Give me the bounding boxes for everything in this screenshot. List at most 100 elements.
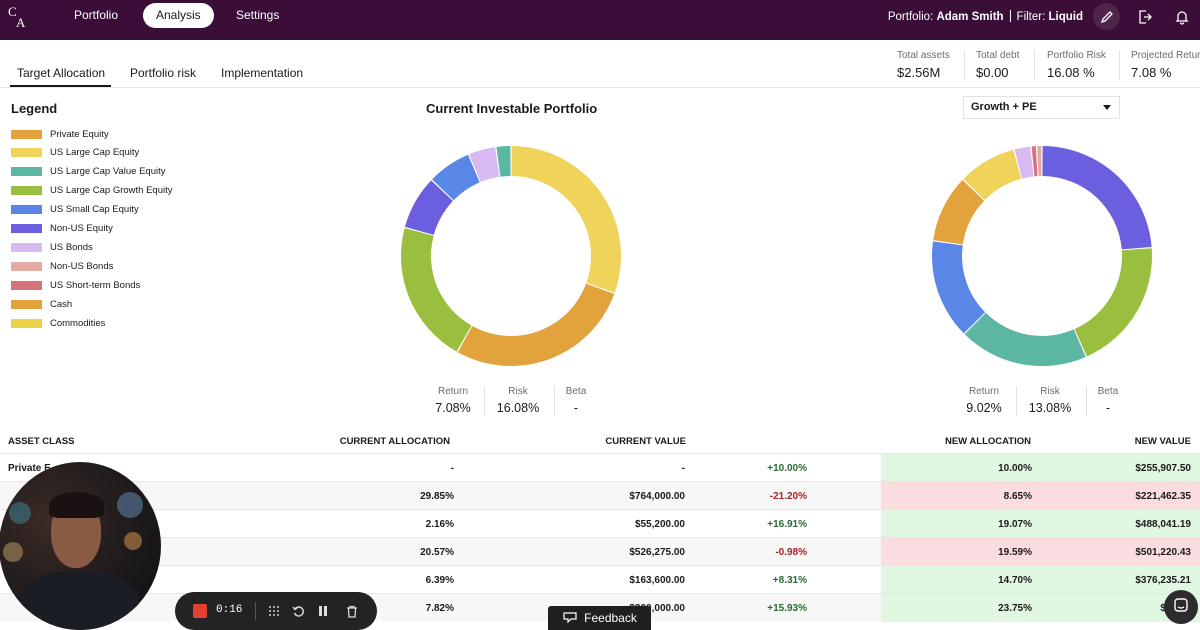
top-navigation-bar: C A Portfolio Analysis Settings Portfoli… <box>0 0 1200 40</box>
cell-new-value: $255,907.50 <box>1135 463 1191 474</box>
webcam-overlay[interactable] <box>0 462 161 630</box>
donut-slice-us-small-cap-equity[interactable] <box>432 154 480 201</box>
cell-new-value: $376,235.21 <box>1135 575 1191 586</box>
new-allocation-highlight <box>881 482 1200 510</box>
chat-support-button[interactable] <box>1164 590 1198 624</box>
tab-portfolio-risk[interactable]: Portfolio risk <box>130 66 197 80</box>
legend-swatch <box>11 167 42 177</box>
feedback-button[interactable]: Feedback <box>548 606 651 630</box>
recording-timer: 0:16 <box>216 604 243 616</box>
metric-label: Portfolio Risk <box>1047 50 1106 61</box>
cell-allocation-change: +10.00% <box>767 463 807 474</box>
table-row[interactable]: 6.39% $163,600.00 +8.31% 14.70% $376,235.21 <box>0 565 1200 594</box>
nav-tab-analysis[interactable]: Analysis <box>143 3 214 28</box>
donut-slice-us-bonds[interactable] <box>469 147 500 183</box>
recorder-divider <box>255 602 256 620</box>
cell-allocation-change: +8.31% <box>772 575 807 586</box>
cell-new-allocation: 23.75% <box>998 603 1032 614</box>
new-allocation-highlight <box>881 594 1200 622</box>
nav-tab-portfolio[interactable]: Portfolio <box>74 8 119 22</box>
metric-value: 16.08 % <box>1047 65 1095 80</box>
legend-item: US Large Cap Equity <box>11 147 139 159</box>
background-light <box>124 532 142 550</box>
donut-slice-us-bonds[interactable] <box>1014 146 1034 179</box>
donut-slice-us-large-cap-equity[interactable] <box>511 146 621 293</box>
tab-implementation[interactable]: Implementation <box>221 66 304 80</box>
current-beta-stat: Beta - <box>564 386 588 415</box>
column-header-new-value[interactable]: NEW VALUE <box>1134 436 1191 447</box>
new-allocation-highlight <box>881 454 1200 482</box>
stat-divider <box>1016 386 1017 416</box>
cell-current-allocation: 2.16% <box>425 519 454 530</box>
presenter-shirt <box>19 572 139 630</box>
column-header-current-value[interactable]: CURRENT VALUE <box>605 436 686 447</box>
table-row[interactable]: 29.85% $764,000.00 -21.20% 8.65% $221,462.35 <box>0 481 1200 510</box>
donut-slice-non-us-equity[interactable] <box>404 180 453 235</box>
legend-swatch <box>11 224 42 233</box>
strategy-select-value: Growth + PE <box>971 101 1037 113</box>
cell-allocation-change: +15.93% <box>767 603 807 614</box>
legend-label: Cash <box>50 298 73 310</box>
donut-slice-us-small-cap-equity[interactable] <box>932 241 986 334</box>
current-return-stat: Return 7.08% <box>432 386 474 415</box>
edit-icon[interactable] <box>1093 3 1120 30</box>
strategy-select[interactable]: Growth + PE <box>963 96 1120 119</box>
cell-new-value: $488,041.19 <box>1135 519 1191 530</box>
donut-slice-private-equity[interactable] <box>933 180 985 245</box>
exit-icon[interactable] <box>1131 3 1158 30</box>
app-logo[interactable]: C A <box>8 5 30 32</box>
legend-item: US Small Cap Equity <box>11 204 139 216</box>
new-portfolio-donut-chart <box>932 146 1152 366</box>
metric-divider <box>1119 50 1120 80</box>
donut-slice-us-large-cap-value-equity[interactable] <box>964 312 1086 366</box>
stat-value: 16.08% <box>496 401 540 415</box>
cell-current-allocation: 29.85% <box>420 491 454 502</box>
table-row[interactable]: 2.16% $55,200.00 +16.91% 19.07% $488,041.19 <box>0 509 1200 538</box>
tab-target-allocation[interactable]: Target Allocation <box>17 66 106 80</box>
header-divider <box>0 87 1200 88</box>
cell-new-allocation: 10.00% <box>998 463 1032 474</box>
column-header-new-allocation[interactable]: NEW ALLOCATION <box>944 436 1031 447</box>
stat-label: Return <box>437 386 468 397</box>
donut-slice-us-short-term-bonds[interactable] <box>1031 146 1038 177</box>
donut-slice-us-large-cap-growth-equity[interactable] <box>1074 248 1152 357</box>
stat-value: - <box>1105 401 1111 415</box>
legend-swatch <box>11 129 42 139</box>
metric-divider <box>964 50 965 80</box>
table-row[interactable]: Private E - - +10.00% 10.00% $255,907.50 <box>0 453 1200 482</box>
donut-slice-private-equity[interactable] <box>457 283 615 366</box>
metric-value: 7.08 % <box>1131 65 1172 80</box>
cell-asset-class: Private E <box>8 463 51 474</box>
stop-icon[interactable] <box>193 604 207 618</box>
portfolio-filter-info: Portfolio: Adam Smith Filter: Liquid <box>888 10 1083 23</box>
legend-item: Cash <box>11 298 72 310</box>
column-header-current-allocation[interactable]: CURRENT ALLOCATION <box>339 436 450 447</box>
metric-projected-return: Projected Return 7.08 % <box>1131 50 1200 80</box>
donut-slice-us-large-cap-growth-equity[interactable] <box>401 228 472 352</box>
bell-icon[interactable] <box>1168 3 1195 30</box>
legend-label: US Large Cap Growth Equity <box>50 185 173 197</box>
legend-swatch <box>11 280 42 290</box>
cell-current-allocation: 20.57% <box>420 547 454 558</box>
cell-current-value: $55,200.00 <box>634 519 685 530</box>
legend-swatch <box>11 186 42 196</box>
donut-slice-non-us-bonds[interactable] <box>1037 146 1042 177</box>
donut-slice-us-large-cap-value-equity[interactable] <box>496 146 511 177</box>
legend-swatch <box>11 242 42 252</box>
metric-value: $2.56M <box>897 65 941 80</box>
nav-tab-settings[interactable]: Settings <box>236 8 280 22</box>
legend-item: US Short-term Bonds <box>11 279 140 291</box>
drag-handle-icon[interactable] <box>265 602 283 620</box>
donut-slice-us-large-cap-equity[interactable] <box>963 149 1022 201</box>
trash-icon[interactable] <box>343 602 361 620</box>
legend-item: US Bonds <box>11 241 93 253</box>
cell-new-value: $221,462.35 <box>1135 491 1191 502</box>
legend-swatch <box>11 318 42 328</box>
restart-icon[interactable] <box>289 602 307 620</box>
legend-item: Non-US Bonds <box>11 260 113 272</box>
table-row[interactable]: 20.57% $526,275.00 -0.98% 19.59% $501,220.43 <box>0 537 1200 566</box>
pause-icon[interactable] <box>314 602 332 620</box>
legend-label: Non-US Bonds <box>50 260 114 272</box>
donut-slice-non-us-equity[interactable] <box>1042 146 1152 250</box>
column-header-asset-class[interactable]: ASSET CLASS <box>8 436 75 447</box>
